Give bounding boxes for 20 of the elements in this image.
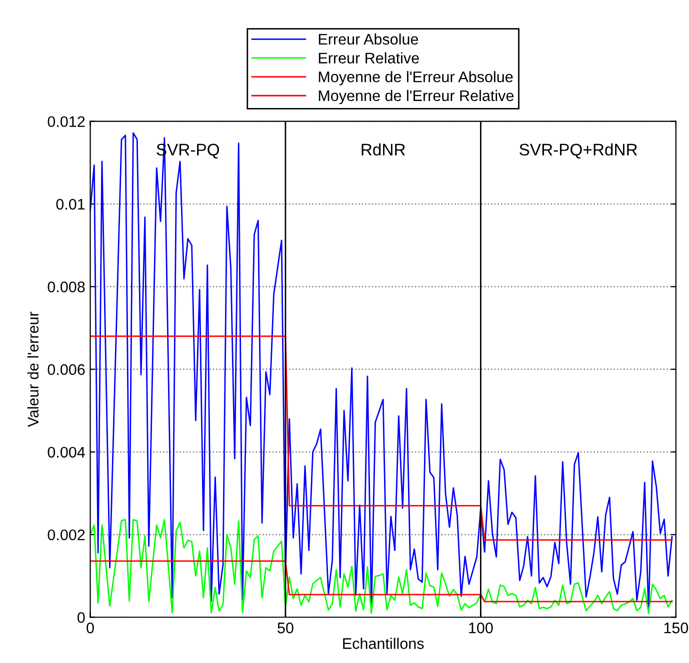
y-tick-label: 0.01: [56, 198, 85, 210]
annotation: SVR-PQ+RdNR: [520, 143, 638, 159]
y-tick-label: 0.002: [48, 529, 85, 540]
legend-label: Erreur Absolue: [318, 33, 418, 45]
y-tick-label: 0: [78, 612, 85, 623]
x-tick-label: 100: [469, 622, 493, 634]
y-axis-title: Valeur de l'erreur: [27, 312, 39, 428]
legend-label: Moyenne de l'Erreur Relative: [318, 90, 514, 104]
x-tick-label: 50: [278, 622, 294, 634]
y-tick-label: 0.008: [48, 282, 85, 292]
y-tick-label: 0.012: [48, 116, 85, 128]
x-axis-title: Echantillons: [343, 638, 424, 649]
y-tick-label: 0.004: [48, 446, 85, 458]
legend-label: Erreur Relative: [318, 52, 419, 64]
y-tick-label: 0.006: [48, 364, 85, 375]
x-tick-label: 150: [664, 622, 688, 634]
x-tick-label: 0: [86, 622, 94, 634]
legend-label: Moyenne de l'Erreur Absolue: [318, 71, 513, 86]
annotation: RdNR: [362, 143, 405, 156]
line-series: [90, 519, 673, 614]
